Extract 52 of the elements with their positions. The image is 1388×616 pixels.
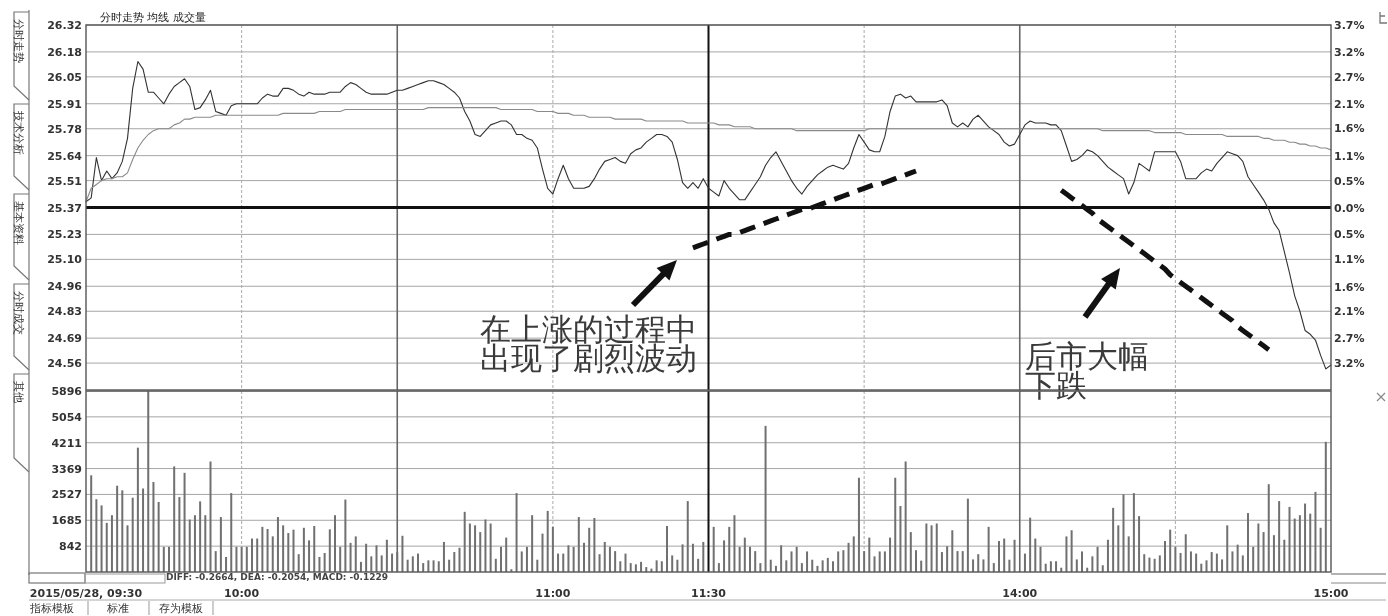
y-tick-label: 26.18 xyxy=(47,45,82,59)
y2-tick-label: 0.5% xyxy=(1334,228,1365,242)
y-tick-label: 24.96 xyxy=(47,280,83,294)
y2-tick-label: 0.0% xyxy=(1334,201,1365,215)
y-tick-label: 25.64 xyxy=(47,149,83,163)
y-tick-label: 25.91 xyxy=(47,97,82,111)
x-tick-label: 11:30 xyxy=(690,587,727,600)
y2-tick-label: 2.1% xyxy=(1334,305,1365,319)
y2-tick-label: 0.5% xyxy=(1334,174,1365,188)
y-tick-label: 25.10 xyxy=(47,253,83,267)
x-tick-label: 10:00 xyxy=(224,587,260,600)
y2-tick-label: 3.2% xyxy=(1334,45,1365,59)
y-tick-label: 25.51 xyxy=(47,174,82,188)
x-tick-label: 14:00 xyxy=(1002,587,1038,600)
y-tick-label: 4211 xyxy=(51,436,82,450)
y2-tick-label: 2.7% xyxy=(1334,332,1365,346)
x-tick-label: 15:00 xyxy=(1313,587,1349,600)
y-tick-label: 5054 xyxy=(51,410,83,424)
text: 技术分析 xyxy=(12,110,25,155)
text: 指标模板 xyxy=(29,602,74,615)
y2-tick-label: 1.1% xyxy=(1334,253,1365,267)
y-tick-label: 24.69 xyxy=(47,332,82,346)
text: 分时走势 xyxy=(12,19,25,63)
y-tick-label: 24.56 xyxy=(47,357,83,371)
y2-tick-label: 2.1% xyxy=(1334,97,1365,111)
y-tick-label: 3369 xyxy=(51,462,82,476)
y-tick-label: 2527 xyxy=(51,488,82,502)
y-tick-label: 25.78 xyxy=(47,122,82,136)
y-tick-label: 842 xyxy=(59,540,82,554)
x-tick-label: 11:00 xyxy=(535,587,571,600)
x-tick-label: 2015/05/28, 09:30 xyxy=(29,587,143,600)
y-tick-label: 24.83 xyxy=(47,305,82,319)
y-tick-label: 25.23 xyxy=(47,228,82,242)
text: 存为模板 xyxy=(159,602,203,615)
y2-tick-label: 3.7% xyxy=(1334,19,1365,32)
y2-tick-label: 1.6% xyxy=(1334,280,1365,294)
annotation: 在上涨的过程中出现了剧烈波动 xyxy=(480,311,697,376)
text: 基本资料 xyxy=(12,201,25,245)
text: DIFF: -0.2664, DEA: -0.2054, MACD: -0.1229 xyxy=(166,572,389,582)
y-tick-label: 25.37 xyxy=(47,201,82,215)
y2-tick-label: 3.2% xyxy=(1334,357,1365,371)
y2-tick-label: 2.7% xyxy=(1334,70,1365,84)
y-tick-label: 5896 xyxy=(51,385,83,398)
text: 其他 xyxy=(12,381,25,403)
y-tick-label: 1685 xyxy=(51,514,82,528)
chart-title: 分时走势 均线 成交量 xyxy=(100,11,206,24)
text: 标准 xyxy=(106,602,129,615)
text: 分时成交 xyxy=(12,291,25,335)
y-tick-label: 26.05 xyxy=(47,70,82,84)
y2-tick-label: 1.6% xyxy=(1334,122,1365,136)
y-tick-label: 26.32 xyxy=(47,19,82,32)
y2-tick-label: 1.1% xyxy=(1334,149,1365,163)
